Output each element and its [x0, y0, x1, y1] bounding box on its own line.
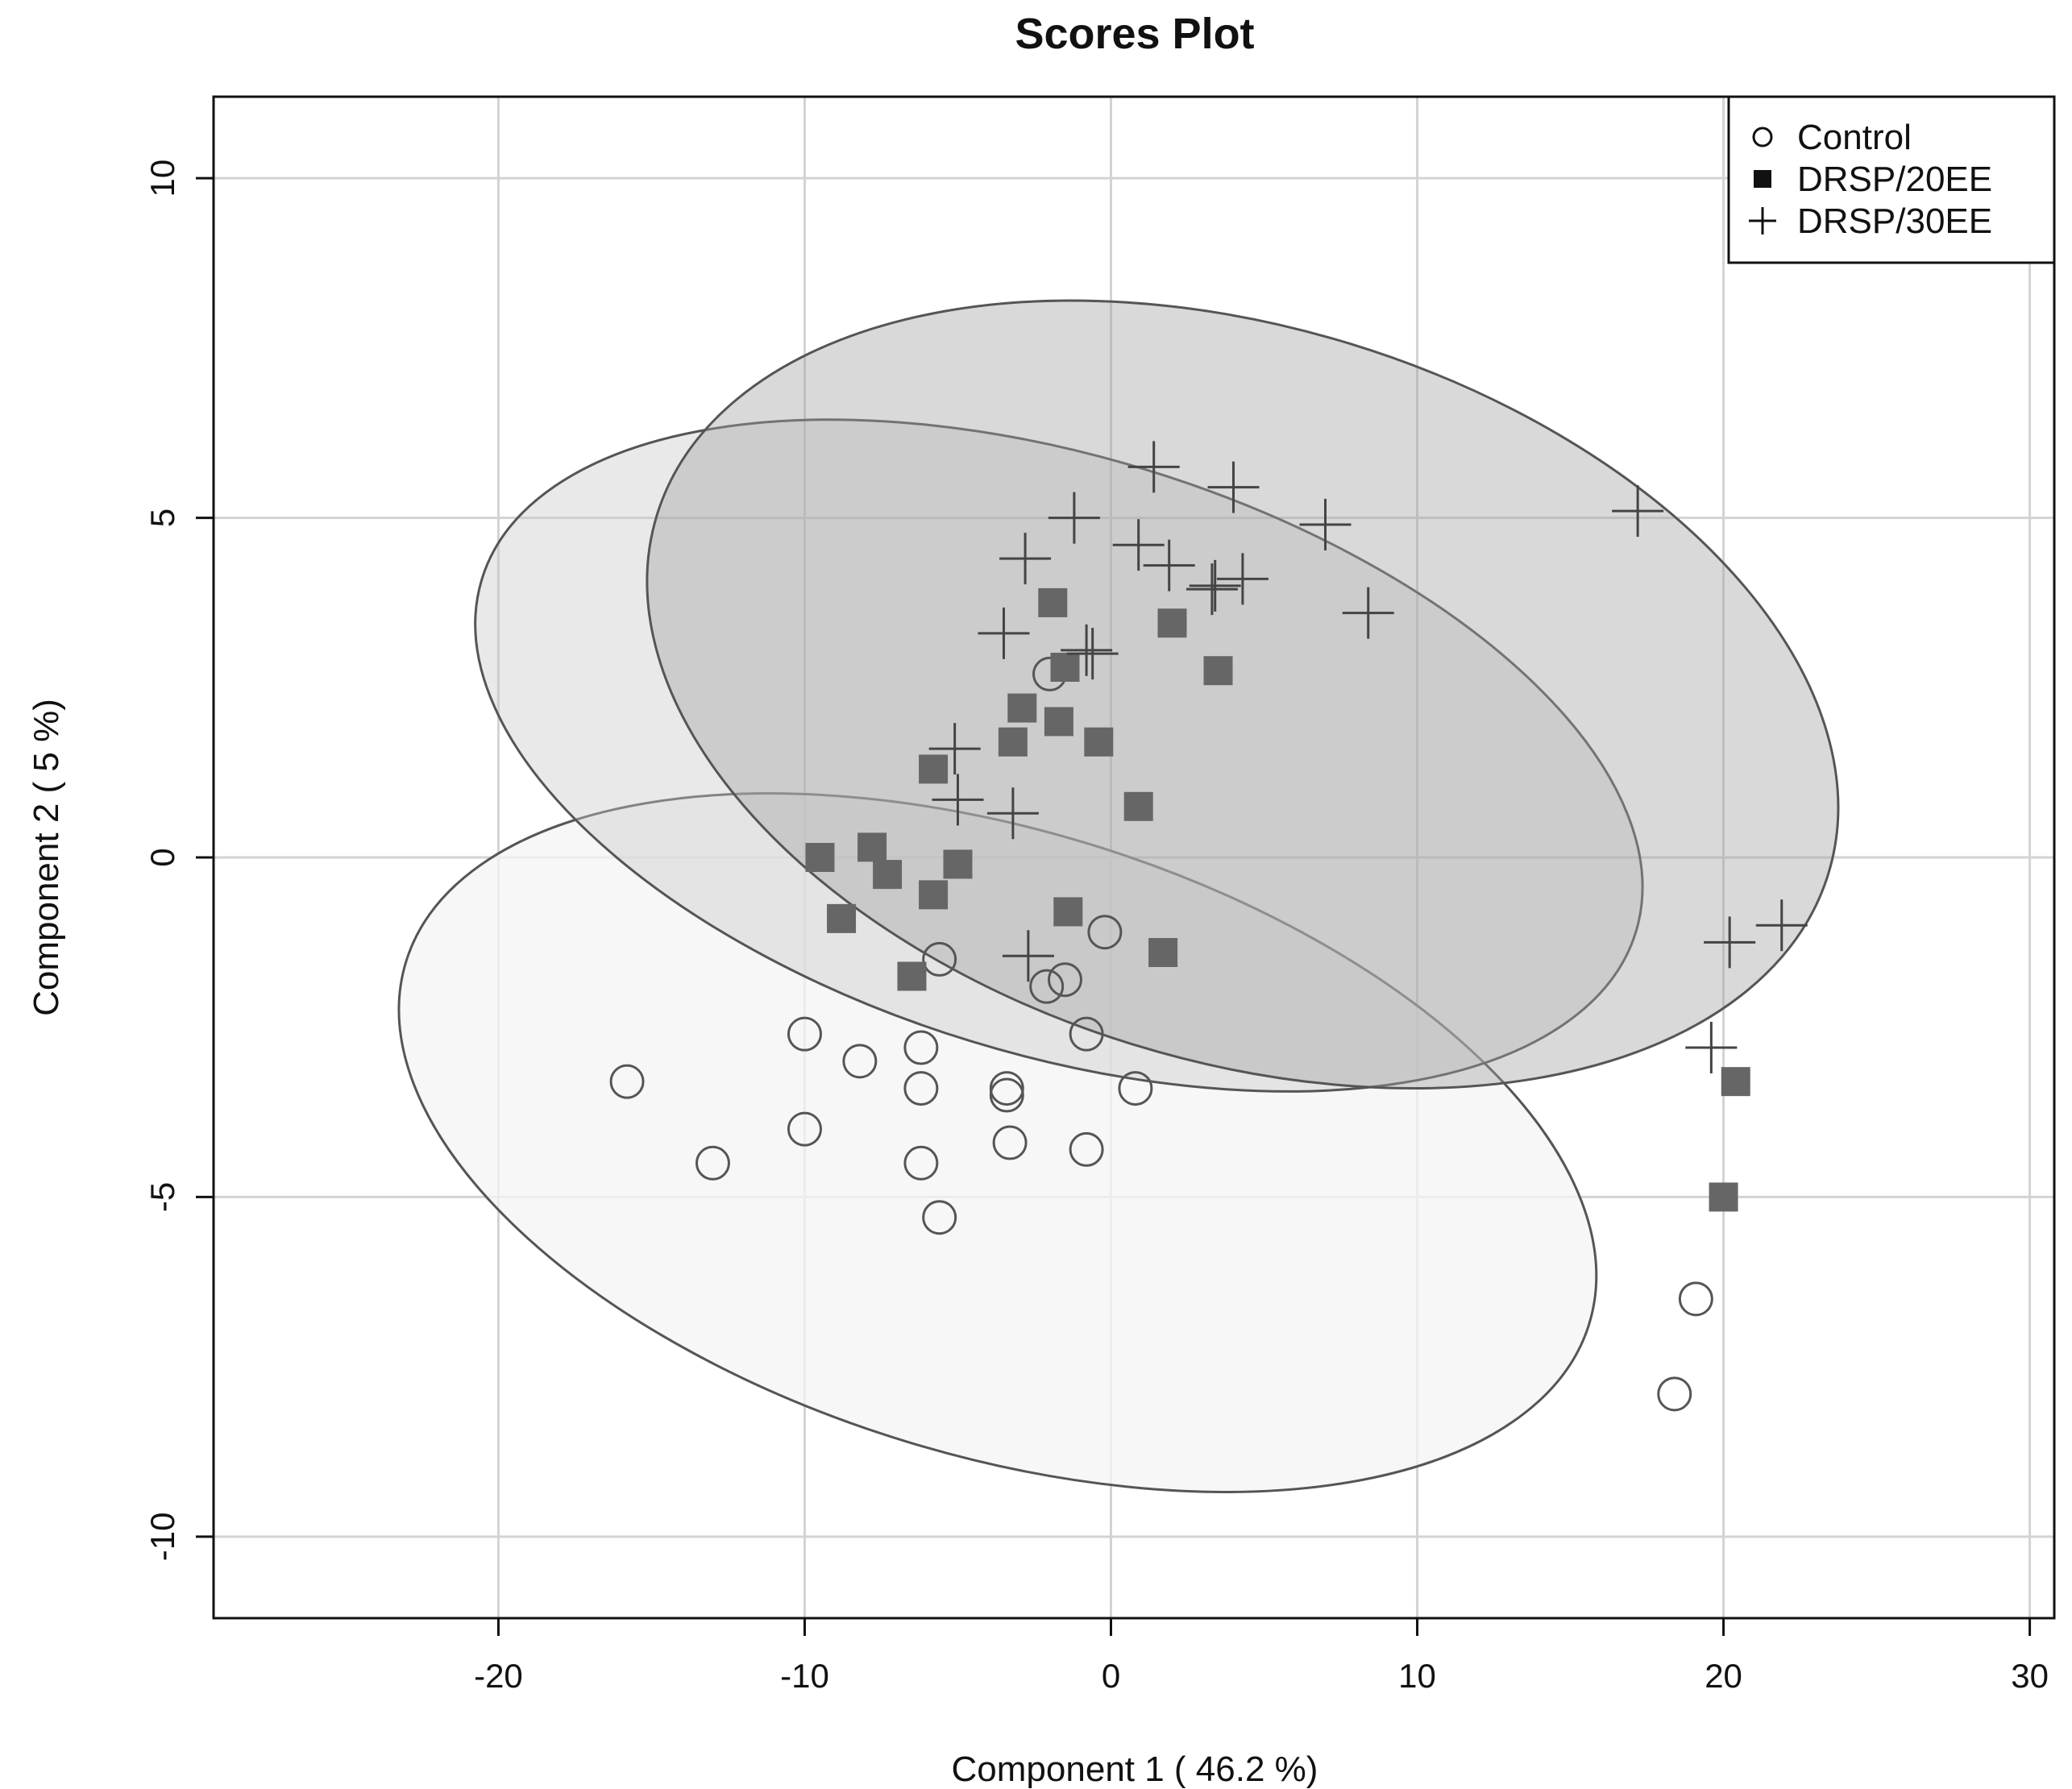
control-point-21 [1678, 1281, 1713, 1317]
drsp-30ee-point-11 [1143, 539, 1195, 591]
drsp-20ee-point-15 [1123, 791, 1153, 821]
drsp-30ee-point-2 [978, 607, 1030, 659]
control-point-8 [922, 1200, 957, 1235]
x-tick-label-3: 10 [1398, 1657, 1436, 1695]
control-point-12 [992, 1125, 1028, 1160]
drsp-20ee-point-5 [919, 754, 949, 784]
legend-item-control: Control [1752, 118, 1912, 157]
drsp-30ee-point-3 [986, 787, 1039, 840]
control-point-3 [787, 1111, 822, 1147]
ellipse-control [397, 792, 1598, 1493]
control-point-20 [1657, 1376, 1692, 1412]
drsp-30ee-point-15 [1216, 553, 1269, 605]
drsp-30ee-point-0 [928, 723, 981, 775]
drsp-20ee-point-0 [805, 843, 835, 872]
y-tick-label-4: 10 [143, 160, 181, 197]
drsp-20ee-point-2 [857, 832, 887, 862]
drsp-30ee-point-5 [1002, 930, 1054, 982]
y-tick-label-3: 5 [143, 508, 181, 527]
drsp-30ee-point-18 [1612, 485, 1664, 538]
x-axis-ticks: -20 -10 0 10 20 30 [474, 1618, 2049, 1695]
legend-label-control: Control [1797, 118, 1912, 157]
x-tick-label-2: 0 [1102, 1657, 1120, 1695]
legend-symbol-drsp-20ee [1754, 170, 1771, 188]
legend-box [1727, 95, 2056, 264]
drsp-20ee-point-16 [1148, 938, 1178, 967]
y-tick-label-0: -10 [143, 1513, 181, 1562]
x-tick-label-5: 30 [2011, 1657, 2049, 1695]
control-point-10 [989, 1077, 1024, 1113]
drsp-30ee-point-21 [1755, 899, 1808, 952]
chart-title: Scores Plot [1015, 10, 1254, 58]
drsp-30ee-point-13 [1189, 559, 1241, 612]
control-point-15 [1047, 962, 1082, 998]
control-point-16 [1069, 1016, 1104, 1052]
data-points [609, 441, 1808, 1412]
control-point-7 [903, 1145, 939, 1181]
drsp-20ee-point-19 [1709, 1182, 1738, 1212]
x-tick-label-1: -10 [780, 1657, 829, 1695]
drsp-20ee-point-6 [919, 880, 949, 910]
drsp-20ee-point-8 [998, 727, 1028, 757]
legend-symbol-control [1752, 127, 1773, 147]
drsp-20ee-point-18 [1203, 656, 1233, 686]
drsp-30ee-point-17 [1342, 587, 1394, 639]
drsp-20ee-point-10 [1038, 587, 1068, 617]
x-tick-label-0: -20 [474, 1657, 523, 1695]
drsp-20ee-point-4 [897, 961, 927, 991]
x-tick-label-4: 20 [1705, 1657, 1742, 1695]
drsp-30ee-point-16 [1299, 499, 1352, 550]
drsp-30ee-point-6 [1048, 492, 1100, 544]
y-axis-label: Component 2 ( 5 %) [27, 699, 66, 1016]
control-point-13 [1029, 969, 1065, 1004]
control-point-4 [842, 1044, 878, 1079]
drsp-30ee-point-12 [1185, 563, 1238, 616]
drsp-20ee-point-20 [1721, 1067, 1750, 1097]
drsp-30ee-point-19 [1685, 1022, 1738, 1073]
drsp-20ee-point-1 [827, 903, 857, 933]
drsp-30ee-point-4 [999, 533, 1052, 585]
series-drsp-20ee [805, 587, 1750, 1212]
drsp-20ee-point-17 [1157, 608, 1187, 638]
control-point-11 [989, 1071, 1024, 1106]
drsp-30ee-point-20 [1704, 916, 1756, 969]
drsp-30ee-point-14 [1207, 461, 1260, 513]
drsp-20ee-point-13 [1053, 897, 1083, 927]
control-point-18 [1087, 915, 1123, 950]
control-point-19 [1118, 1071, 1153, 1106]
drsp-30ee-point-9 [1112, 519, 1165, 571]
control-point-17 [1069, 1131, 1104, 1167]
drsp-30ee-point-10 [1127, 441, 1180, 493]
legend-item-drsp-20ee: DRSP/20EE [1754, 160, 1992, 199]
ellipse-drsp-20ee [474, 418, 1644, 1093]
legend-symbol-drsp-30ee [1749, 207, 1776, 235]
legend-label-drsp-20ee: DRSP/20EE [1797, 160, 1992, 199]
control-point-0 [609, 1064, 645, 1099]
y-tick-label-2: 0 [143, 848, 181, 866]
y-axis-ticks: -10 -5 0 5 10 [143, 160, 214, 1561]
drsp-20ee-point-12 [1050, 653, 1080, 682]
control-point-9 [922, 941, 957, 977]
drsp-20ee-point-11 [1044, 707, 1073, 737]
legend-label-drsp-30ee: DRSP/30EE [1797, 201, 1992, 241]
drsp-30ee-point-7 [1061, 624, 1113, 676]
drsp-20ee-point-3 [873, 860, 903, 890]
drsp-20ee-point-9 [1007, 693, 1037, 723]
x-axis-label: Component 1 ( 46.2 %) [952, 1750, 1318, 1789]
series-drsp-30ee [928, 441, 1808, 1073]
series-control [609, 656, 1713, 1412]
legend-item-drsp-30ee: DRSP/30EE [1749, 201, 1992, 241]
drsp-20ee-point-14 [1084, 727, 1114, 757]
drsp-20ee-point-7 [943, 849, 973, 879]
control-point-1 [695, 1145, 730, 1181]
y-tick-label-1: -5 [143, 1182, 181, 1212]
drsp-30ee-point-1 [932, 774, 984, 826]
drsp-30ee-point-8 [1066, 628, 1119, 680]
control-point-5 [903, 1030, 939, 1065]
control-point-6 [903, 1071, 939, 1106]
control-point-2 [787, 1016, 822, 1052]
